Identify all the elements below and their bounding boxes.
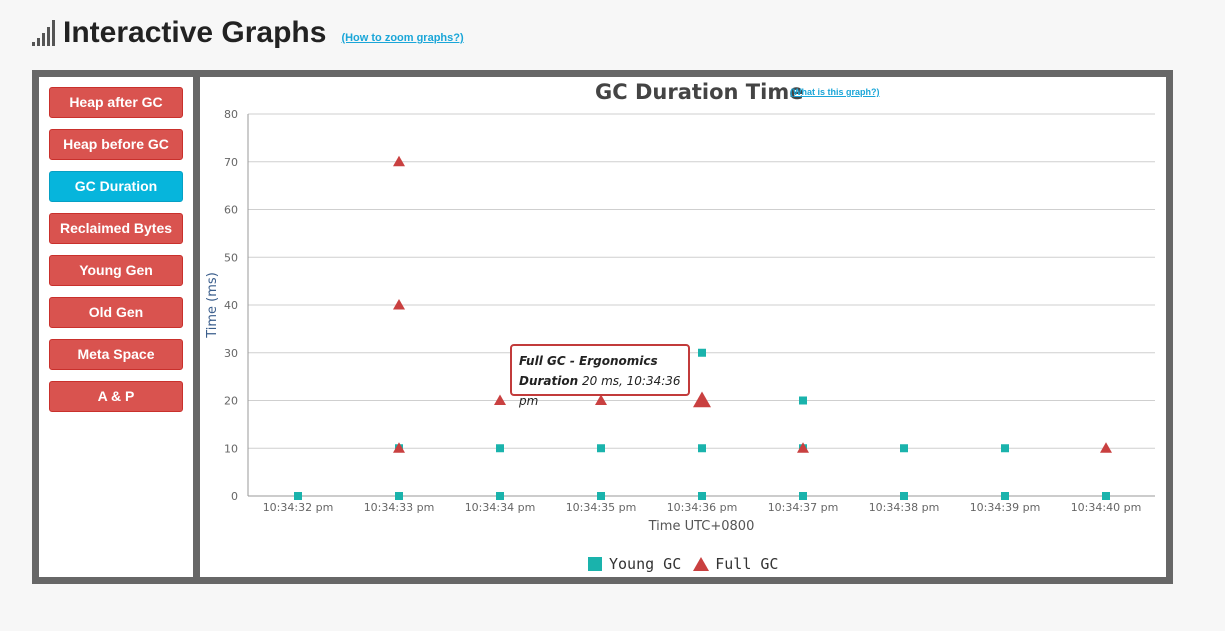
y-tick-label: 0 xyxy=(231,490,238,503)
plot-panel: GC Duration Time (What is this graph?) 0… xyxy=(200,77,1166,577)
y-axis-label: Time (ms) xyxy=(205,272,220,339)
what-is-this-graph-link[interactable]: (What is this graph?) xyxy=(790,87,880,97)
sidebar-item-gc-duration[interactable]: GC Duration xyxy=(49,171,183,202)
full-gc-point xyxy=(393,299,405,310)
sidebar-item-old-gen[interactable]: Old Gen xyxy=(49,297,183,328)
graph-sidebar: Heap after GC Heap before GC GC Duration… xyxy=(39,77,193,577)
x-tick-label: 10:34:37 pm xyxy=(768,501,839,514)
young-gc-point xyxy=(1001,492,1009,500)
young-gc-point xyxy=(496,492,504,500)
legend-label-young-gc: Young GC xyxy=(609,555,682,573)
sidebar-item-heap-after-gc[interactable]: Heap after GC xyxy=(49,87,183,118)
full-gc-point xyxy=(393,442,405,453)
sidebar-item-meta-space[interactable]: Meta Space xyxy=(49,339,183,370)
y-tick-label: 50 xyxy=(224,251,238,264)
square-marker-icon xyxy=(588,557,602,571)
y-tick-label: 30 xyxy=(224,347,238,360)
young-gc-point xyxy=(900,444,908,453)
x-tick-label: 10:34:34 pm xyxy=(465,501,536,514)
y-tick-label: 20 xyxy=(224,395,238,408)
young-gc-point xyxy=(1001,444,1009,453)
triangle-marker-icon xyxy=(693,557,710,571)
full-gc-point xyxy=(797,442,809,453)
full-gc-point xyxy=(693,391,711,408)
legend-label-full-gc: Full GC xyxy=(715,555,779,573)
x-axis-label: Time UTC+0800 xyxy=(648,519,755,534)
x-tick-label: 10:34:32 pm xyxy=(263,501,334,514)
y-tick-label: 70 xyxy=(224,156,238,169)
zoom-help-link[interactable]: (How to zoom graphs?) xyxy=(341,32,464,44)
young-gc-point xyxy=(597,492,605,500)
y-tick-label: 80 xyxy=(224,108,238,121)
young-gc-point xyxy=(698,444,706,453)
x-tick-label: 10:34:40 pm xyxy=(1071,501,1142,514)
sidebar-item-young-gen[interactable]: Young Gen xyxy=(49,255,183,286)
chart-title: GC Duration Time xyxy=(595,80,804,104)
page-title: Interactive Graphs xyxy=(63,16,327,49)
full-gc-point xyxy=(494,394,506,405)
chart-plot-area[interactable]: 0 10 20 30 40 50 60 70 80 10:34:32 pm 10:34:33 pm 1… xyxy=(200,77,1166,547)
young-gc-point xyxy=(900,492,908,500)
young-gc-point xyxy=(799,396,807,405)
chart-tooltip: Full GC - Ergonomics Duration 20 ms, 10:… xyxy=(510,344,690,408)
graph-frame: Heap after GC Heap before GC GC Duration… xyxy=(32,70,1173,584)
young-gc-point xyxy=(395,492,403,500)
full-gc-point xyxy=(393,155,405,167)
x-tick-label: 10:34:39 pm xyxy=(970,501,1041,514)
young-gc-point xyxy=(597,444,605,453)
young-gc-point xyxy=(799,492,807,500)
sidebar-item-reclaimed-bytes[interactable]: Reclaimed Bytes xyxy=(49,213,183,244)
y-tick-label: 60 xyxy=(224,204,238,217)
tooltip-label: Duration xyxy=(519,374,579,388)
young-gc-point xyxy=(698,492,706,500)
chart-legend: Young GC Full GC xyxy=(588,555,790,573)
young-gc-point xyxy=(294,492,302,500)
x-tick-label: 10:34:36 pm xyxy=(667,501,738,514)
young-gc-point xyxy=(698,348,706,357)
sidebar-item-heap-before-gc[interactable]: Heap before GC xyxy=(49,129,183,160)
sidebar-item-a-and-p[interactable]: A & P xyxy=(49,381,183,412)
page-header: Interactive Graphs (How to zoom graphs?) xyxy=(32,14,464,52)
tooltip-value: 20 ms, 10:34:36 pm xyxy=(519,374,681,408)
y-tick-label: 40 xyxy=(224,299,238,312)
full-gc-point xyxy=(1100,442,1112,453)
x-tick-label: 10:34:35 pm xyxy=(566,501,637,514)
full-gc-point xyxy=(595,394,607,405)
x-tick-label: 10:34:38 pm xyxy=(869,501,940,514)
young-gc-point xyxy=(1102,492,1110,500)
y-tick-label: 10 xyxy=(224,442,238,455)
signal-bars-icon xyxy=(32,20,55,46)
x-tick-label: 10:34:33 pm xyxy=(364,501,435,514)
legend-item-young-gc[interactable]: Young GC xyxy=(588,555,681,573)
legend-item-full-gc[interactable]: Full GC xyxy=(693,555,778,573)
young-gc-point xyxy=(496,444,504,453)
tooltip-title: Full GC - Ergonomics xyxy=(519,354,658,368)
